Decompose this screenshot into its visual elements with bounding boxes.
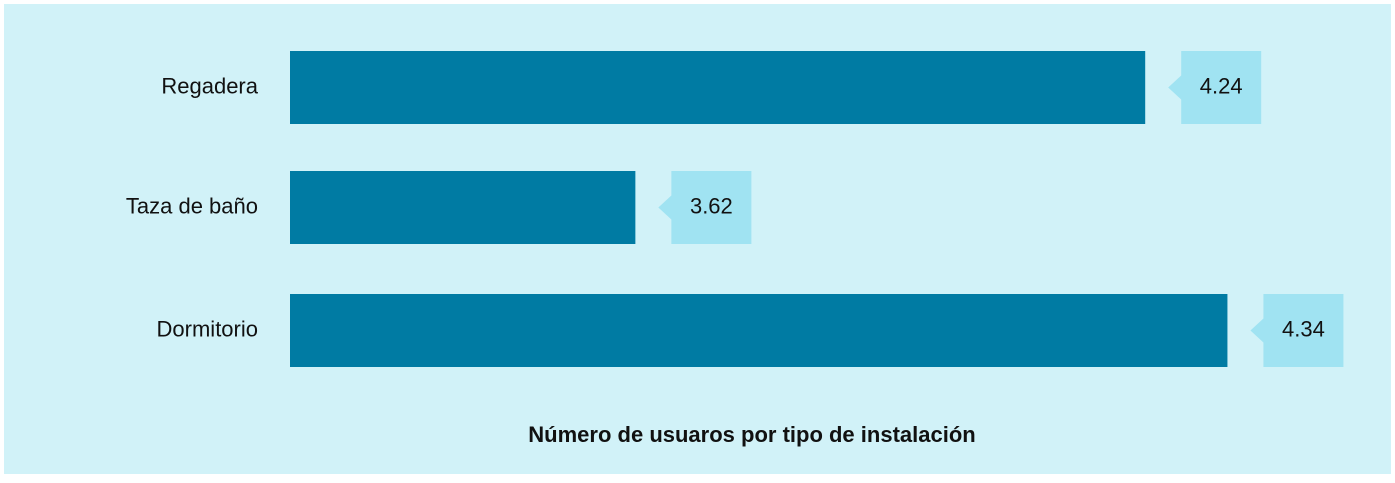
bar [290,171,636,244]
y-tick-label: Taza de baño [126,193,258,218]
value-label-box [1250,294,1344,367]
chart-title: Número de usuaros por tipo de instalació… [528,422,975,447]
value-label: 4.34 [1282,316,1325,341]
y-tick-label: Regadera [161,73,258,98]
y-tick-label: Dormitorio [157,316,258,341]
value-label: 4.24 [1200,73,1243,98]
value-label-box [658,171,752,244]
value-label: 3.62 [690,193,733,218]
bar [290,51,1146,124]
value-label-box [1168,51,1262,124]
bar [290,294,1228,367]
